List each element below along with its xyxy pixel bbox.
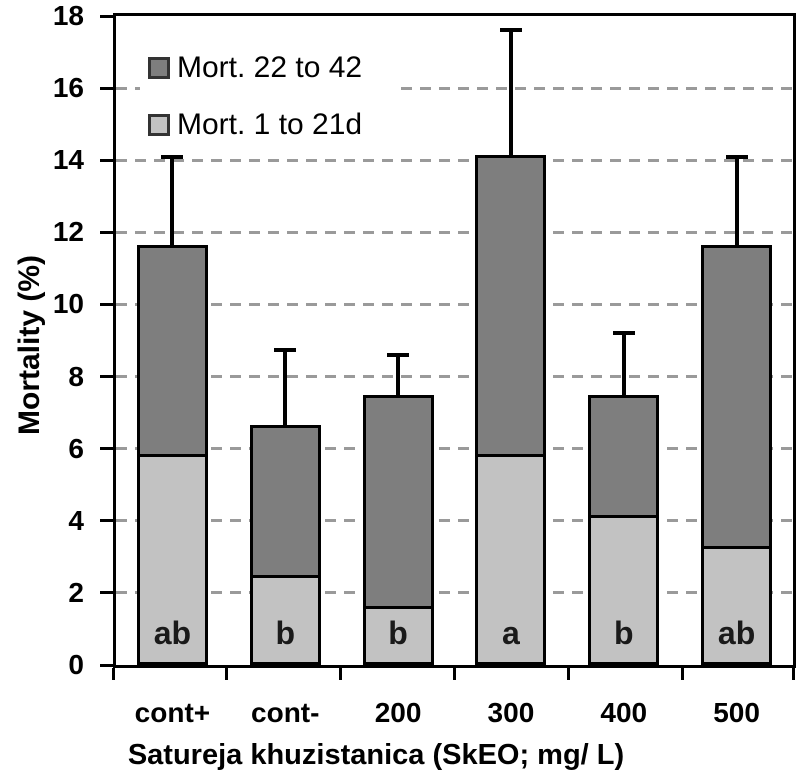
y-tick-label-12: 12: [52, 216, 84, 248]
bar-segment-mort-1-21d-400: [588, 515, 660, 665]
x-tick-3: [453, 668, 456, 680]
bar-segment-mort-22-42-cont+: [136, 244, 208, 458]
error-bar-whisker-cont-: [283, 349, 288, 426]
y-tick-8: [100, 375, 113, 379]
x-category-label-400: 400: [600, 697, 648, 728]
y-tick-14: [100, 158, 113, 162]
y-tick-label-14: 14: [52, 144, 84, 176]
legend-item-mort-1-21d: Mort. 1 to 21d: [148, 102, 400, 148]
x-category-label-cont-: cont-: [251, 697, 320, 728]
error-bar-whisker-200: [396, 354, 401, 395]
bar-segment-mort-1-21d-500: [701, 546, 773, 665]
error-bar-whisker-400: [621, 333, 626, 395]
x-tick-5: [680, 668, 684, 680]
error-bar-cap-300: [499, 28, 522, 33]
gridline-10: [116, 302, 793, 306]
gridline-12: [116, 230, 793, 234]
x-tick-6: [791, 668, 795, 680]
y-tick-label-18: 18: [52, 0, 84, 31]
x-tick-1: [225, 668, 229, 680]
y-tick-label-0: 0: [68, 649, 84, 680]
y-tick-label-10: 10: [52, 288, 84, 320]
significance-letter-cont+: ab: [153, 615, 192, 651]
gridline-6: [116, 447, 793, 451]
bar-segment-mort-22-42-500: [701, 244, 773, 549]
x-tick-4: [566, 668, 570, 680]
gridline-4: [116, 519, 793, 523]
x-category-label-300: 300: [487, 697, 535, 728]
error-bar-cap-400: [612, 331, 635, 336]
x-category-label-cont+: cont+: [134, 697, 211, 728]
legend-item-mort-22-42: Mort. 22 to 42: [148, 45, 400, 91]
gridline-16: [116, 86, 793, 90]
bar-segment-mort-1-21d-300: [475, 454, 547, 665]
y-tick-label-6: 6: [68, 432, 84, 464]
y-tick-16: [100, 86, 113, 90]
x-tick-2: [339, 668, 343, 680]
error-bar-cap-cont+: [161, 154, 184, 159]
bar-segment-mort-22-42-400: [588, 394, 660, 519]
error-bar-cap-200: [387, 352, 410, 357]
bar-segment-mort-22-42-200: [362, 394, 434, 609]
y-tick-label-8: 8: [68, 360, 84, 392]
x-tick-0: [111, 668, 115, 680]
x-category-label-200: 200: [374, 697, 422, 728]
significance-letter-200: b: [388, 615, 408, 651]
gridline-14: [116, 158, 793, 162]
significance-letter-300: a: [502, 615, 520, 651]
legend-swatch-light-icon: [148, 114, 170, 136]
gridline-2: [116, 591, 793, 595]
y-tick-10: [100, 302, 113, 306]
legend: Mort. 22 to 42 Mort. 1 to 21d: [140, 43, 400, 152]
y-axis-title: Mortality (%): [13, 255, 46, 435]
plot-area: ab b b a b ab Mort. 22 to 42 Mort. 1 to 21d: [113, 13, 796, 668]
gridline-8: [116, 375, 793, 379]
y-tick-18: [100, 14, 113, 18]
significance-letter-400: b: [613, 615, 634, 651]
y-tick-12: [100, 230, 113, 234]
y-tick-label-4: 4: [68, 504, 84, 536]
y-tick-2: [100, 591, 113, 595]
legend-label: Mort. 1 to 21d: [177, 108, 363, 141]
y-tick-label-16: 16: [52, 72, 84, 104]
y-tick-0: [100, 663, 113, 667]
legend-label: Mort. 22 to 42: [177, 51, 363, 84]
significance-letter-cont-: b: [275, 615, 296, 651]
significance-letter-500: ab: [717, 615, 756, 651]
error-bar-cap-500: [725, 154, 748, 159]
y-tick-6: [100, 447, 113, 451]
y-tick-label-2: 2: [68, 576, 84, 608]
error-bar-whisker-300: [508, 30, 513, 155]
y-tick-4: [100, 519, 113, 523]
legend-swatch-dark-icon: [148, 57, 170, 79]
bar-segment-mort-1-21d-cont+: [136, 454, 208, 665]
error-bar-cap-cont-: [274, 347, 297, 352]
bar-segment-mort-1-21d-200: [362, 605, 434, 665]
bar-segment-mort-22-42-cont-: [249, 425, 321, 578]
error-bar-whisker-cont+: [170, 156, 175, 245]
bar-segment-mort-22-42-300: [475, 154, 547, 458]
x-category-label-500: 500: [713, 697, 760, 728]
x-axis-title: Satureja khuzistanica (SkEO; mg/ L): [127, 739, 625, 771]
error-bar-whisker-500: [734, 156, 739, 245]
